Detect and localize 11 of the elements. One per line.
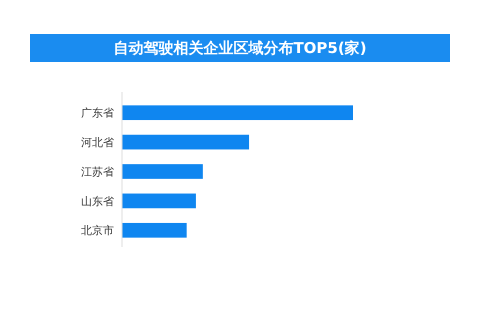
chart-title: 自动驾驶相关企业区域分布TOP5(家) — [113, 39, 367, 57]
bar — [122, 194, 196, 208]
y-tick-label: 河北省 — [81, 136, 114, 149]
bar — [122, 105, 353, 120]
bar — [122, 134, 250, 150]
y-tick-label: 北京市 — [81, 224, 114, 238]
y-tick-label: 江苏省 — [81, 165, 114, 178]
y-tick-label: 广东省 — [81, 106, 114, 120]
bar — [122, 222, 187, 238]
bar — [122, 164, 203, 179]
y-tick-label: 山东省 — [81, 194, 114, 208]
